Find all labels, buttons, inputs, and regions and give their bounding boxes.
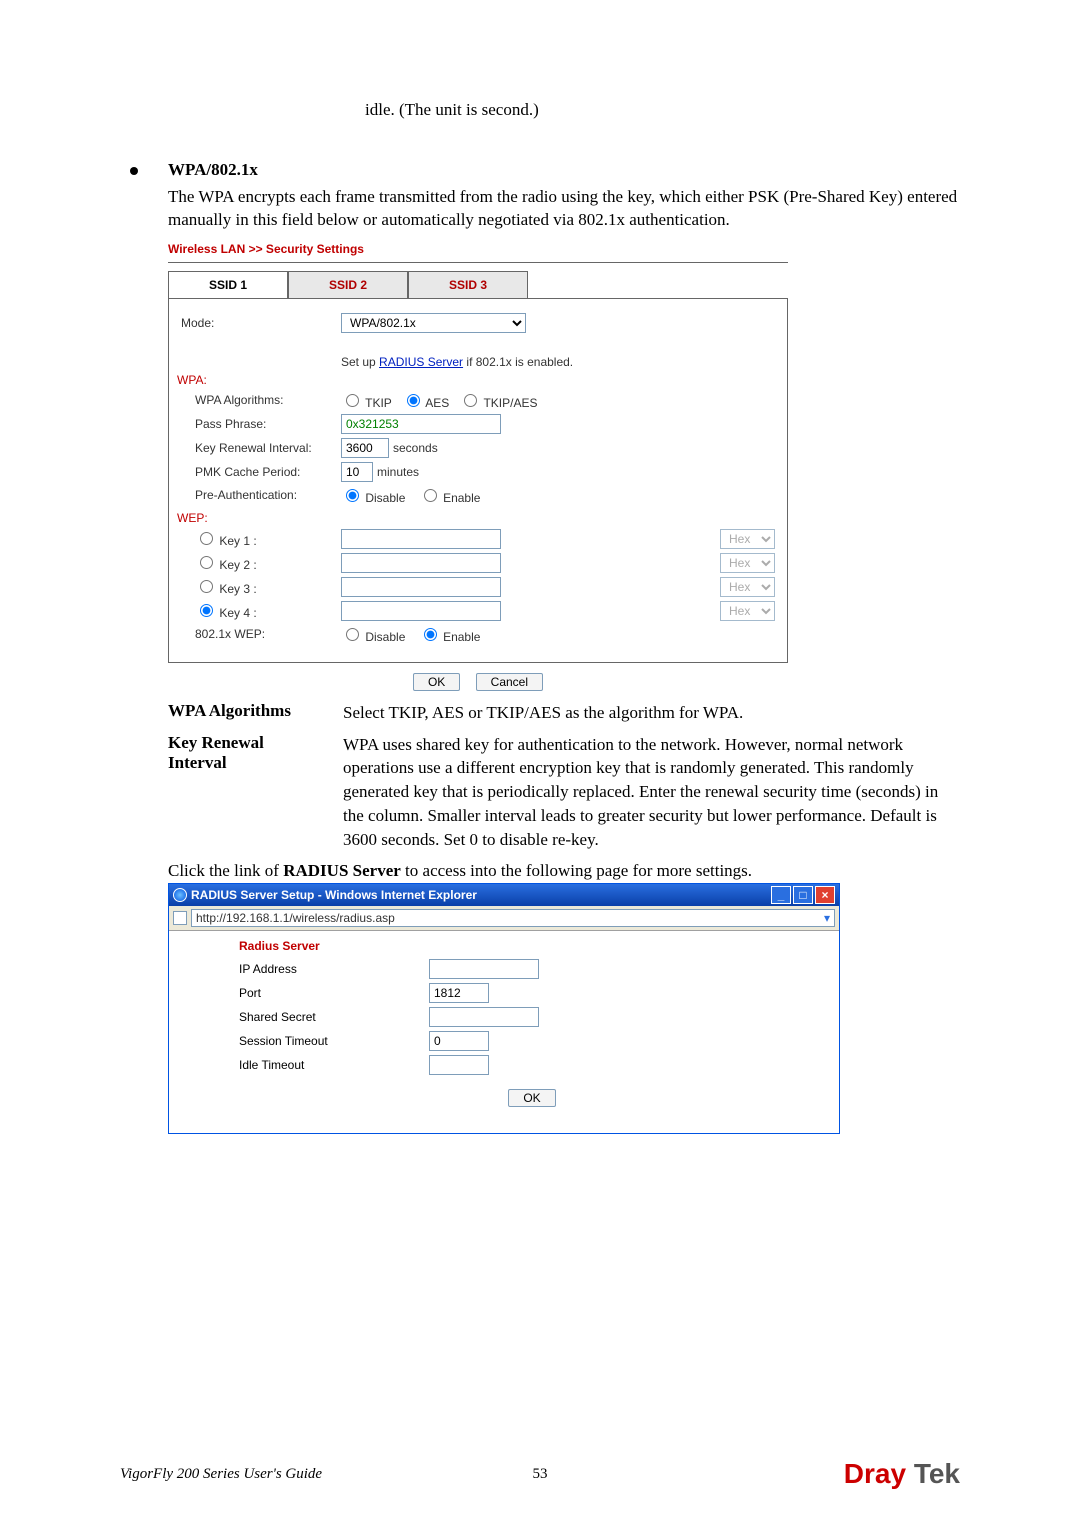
wep-key2-format[interactable]: Hex <box>720 553 775 573</box>
bullet <box>120 160 168 180</box>
wpa-algorithms-label: WPA Algorithms: <box>181 393 341 407</box>
radius-popup-screenshot: RADIUS Server Setup - Windows Internet E… <box>168 883 840 1134</box>
wep-8021x-label: 802.1x WEP: <box>181 627 341 641</box>
preauth-enable[interactable]: Enable <box>419 491 481 505</box>
address-input[interactable]: http://192.168.1.1/wireless/radius.asp ▾ <box>191 909 835 927</box>
wep-key1-label[interactable]: Key 1 : <box>181 529 341 548</box>
ie-page-icon <box>173 911 187 925</box>
security-settings-screenshot: Wireless LAN >> Security Settings SSID 1… <box>168 238 788 691</box>
wep-key2-input[interactable] <box>341 553 501 573</box>
wep-key3-label[interactable]: Key 3 : <box>181 577 341 596</box>
radius-click-instruction: Click the link of RADIUS Server to acces… <box>168 860 960 883</box>
wep-key1-format[interactable]: Hex <box>720 529 775 549</box>
def-wpa-algorithms-label: WPA Algorithms <box>168 701 343 725</box>
section-heading: WPA/802.1x <box>168 160 258 180</box>
wep-key3-format[interactable]: Hex <box>720 577 775 597</box>
maximize-icon[interactable]: □ <box>793 886 813 904</box>
passphrase-label: Pass Phrase: <box>181 417 341 431</box>
chevron-down-icon[interactable]: ▾ <box>824 911 830 925</box>
radius-server-link[interactable]: RADIUS Server <box>379 355 463 369</box>
pmk-input[interactable] <box>341 462 373 482</box>
ip-label: IP Address <box>239 962 429 976</box>
algo-aes[interactable]: AES <box>402 396 450 410</box>
ie-icon <box>173 888 187 902</box>
algo-tkip[interactable]: TKIP <box>341 396 392 410</box>
preauth-disable[interactable]: Disable <box>341 491 405 505</box>
wep-section-header: WEP: <box>177 511 775 525</box>
session-input[interactable] <box>429 1031 489 1051</box>
key-renewal-input[interactable] <box>341 438 389 458</box>
idle-input[interactable] <box>429 1055 489 1075</box>
radius-header: Radius Server <box>239 939 825 953</box>
def-key-renewal-body: WPA uses shared key for authentication t… <box>343 733 960 852</box>
section-body: The WPA encrypts each frame transmitted … <box>168 186 960 232</box>
tab-ssid3[interactable]: SSID 3 <box>408 271 528 298</box>
radius-ok-button[interactable]: OK <box>508 1089 555 1107</box>
passphrase-input[interactable] <box>341 414 501 434</box>
tab-ssid2[interactable]: SSID 2 <box>288 271 408 298</box>
ssid-tabs: SSID 1 SSID 2 SSID 3 <box>168 271 788 298</box>
wep-key4-label[interactable]: Key 4 : <box>181 601 341 620</box>
mode-select[interactable]: WPA/802.1x <box>341 313 526 333</box>
prev-section-trailing-text: idle. (The unit is second.) <box>365 100 960 120</box>
pmk-unit: minutes <box>377 465 419 479</box>
mode-label: Mode: <box>181 316 341 330</box>
def-key-renewal-label: Key RenewalInterval <box>168 733 343 852</box>
key-renewal-unit: seconds <box>393 441 438 455</box>
preauth-label: Pre-Authentication: <box>181 488 341 502</box>
cancel-button[interactable]: Cancel <box>476 673 543 691</box>
def-wpa-algorithms-body: Select TKIP, AES or TKIP/AES as the algo… <box>343 701 960 725</box>
algo-tkipaes[interactable]: TKIP/AES <box>459 396 537 410</box>
tab-ssid1[interactable]: SSID 1 <box>168 271 288 298</box>
wep-key1-input[interactable] <box>341 529 501 549</box>
wep-key4-input[interactable] <box>341 601 501 621</box>
key-renewal-label: Key Renewal Interval: <box>181 441 341 455</box>
window-title: RADIUS Server Setup - Windows Internet E… <box>191 888 477 902</box>
footer-left: VigorFly 200 Series User's Guide <box>120 1466 322 1483</box>
radius-hint: Set up RADIUS Server if 802.1x is enable… <box>341 355 573 369</box>
wep-8021x-disable[interactable]: Disable <box>341 630 405 644</box>
footer-page-number: 53 <box>533 1466 548 1483</box>
wep-8021x-enable[interactable]: Enable <box>419 630 481 644</box>
pmk-label: PMK Cache Period: <box>181 465 341 479</box>
close-icon[interactable]: × <box>815 886 835 904</box>
wpa-section-header: WPA: <box>177 373 775 387</box>
idle-label: Idle Timeout <box>239 1058 429 1072</box>
wep-key2-label[interactable]: Key 2 : <box>181 553 341 572</box>
wep-key3-input[interactable] <box>341 577 501 597</box>
minimize-icon[interactable]: _ <box>771 886 791 904</box>
ie-titlebar: RADIUS Server Setup - Windows Internet E… <box>169 884 839 906</box>
ie-address-bar: http://192.168.1.1/wireless/radius.asp ▾ <box>169 906 839 931</box>
draytek-logo: Dray Tek <box>844 1458 960 1490</box>
port-label: Port <box>239 986 429 1000</box>
port-input[interactable] <box>429 983 489 1003</box>
wep-key4-format[interactable]: Hex <box>720 601 775 621</box>
page-footer: VigorFly 200 Series User's Guide 53 Dray… <box>0 1458 1080 1490</box>
secret-label: Shared Secret <box>239 1010 429 1024</box>
ok-button[interactable]: OK <box>413 673 460 691</box>
ip-input[interactable] <box>429 959 539 979</box>
breadcrumb: Wireless LAN >> Security Settings <box>168 238 788 260</box>
session-label: Session Timeout <box>239 1034 429 1048</box>
secret-input[interactable] <box>429 1007 539 1027</box>
